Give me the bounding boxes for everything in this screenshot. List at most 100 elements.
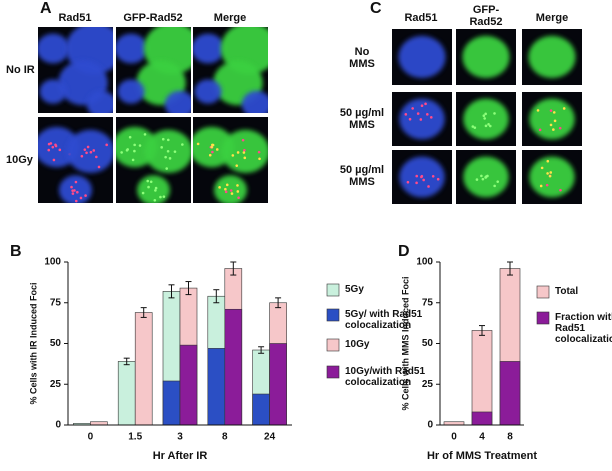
nucleus	[462, 35, 510, 79]
focus	[236, 151, 240, 154]
row-label: No MMS	[349, 46, 375, 70]
micrograph	[456, 29, 516, 85]
row-label: 10Gy	[6, 154, 33, 166]
focus	[168, 157, 172, 160]
focus	[416, 112, 420, 115]
micrograph-content	[399, 98, 445, 140]
focus	[436, 177, 440, 181]
x-tick-label: 0	[88, 432, 94, 443]
focus	[181, 143, 184, 146]
focus	[484, 124, 488, 128]
focus	[549, 171, 553, 174]
micrograph	[38, 27, 113, 113]
focus	[196, 142, 200, 146]
focus	[559, 188, 562, 192]
focus	[52, 158, 56, 162]
error-bar	[258, 346, 265, 354]
x-tick-label: 8	[222, 432, 228, 443]
focus	[153, 198, 157, 202]
focus	[147, 185, 150, 189]
focus	[97, 165, 101, 169]
nucleus	[117, 79, 145, 104]
panel-label: C	[370, 0, 382, 17]
legend-label: 10Gy/with Rad51 colocalization	[345, 366, 426, 388]
micrograph-content	[529, 98, 575, 140]
micrograph	[193, 117, 268, 203]
focus	[404, 113, 408, 116]
micrograph	[392, 150, 452, 204]
focus	[224, 190, 228, 194]
micrograph	[456, 150, 516, 204]
focus	[429, 116, 433, 119]
focus	[126, 148, 129, 151]
focus	[415, 181, 418, 185]
focus	[552, 128, 555, 131]
focus	[133, 143, 136, 147]
row-label: 50 µg/ml MMS	[339, 107, 385, 131]
micrograph-content	[463, 156, 509, 198]
focus	[154, 189, 157, 192]
micrograph-content	[38, 126, 113, 203]
bar	[252, 393, 270, 426]
focus	[420, 104, 424, 107]
nucleus	[463, 98, 509, 140]
focus	[79, 196, 83, 200]
focus	[230, 192, 234, 195]
focus	[225, 183, 229, 187]
focus	[166, 138, 170, 142]
focus	[483, 117, 486, 120]
focus	[73, 189, 76, 192]
focus	[165, 167, 169, 170]
focus	[237, 196, 240, 200]
y-tick-label: 0	[427, 420, 433, 431]
row-label: No IR	[6, 64, 35, 76]
focus	[488, 124, 492, 128]
focus	[431, 174, 435, 178]
focus	[89, 150, 93, 154]
panel-label: A	[40, 0, 52, 17]
bar	[269, 343, 287, 426]
focus	[487, 122, 490, 126]
y-tick-label: 50	[422, 338, 434, 349]
focus	[422, 178, 425, 182]
focus	[482, 114, 486, 117]
column-header: Merge	[535, 12, 569, 24]
focus	[86, 145, 90, 149]
focus	[427, 185, 430, 188]
x-tick-label: 24	[264, 432, 276, 443]
focus	[257, 150, 261, 154]
y-tick-label: 50	[50, 338, 62, 349]
nucleus	[528, 35, 576, 79]
focus	[208, 153, 212, 157]
focus	[218, 186, 221, 189]
micrograph-content	[462, 35, 510, 79]
y-tick-label: 0	[55, 420, 61, 431]
focus	[493, 112, 496, 115]
focus	[54, 143, 57, 147]
x-axis-label: Hr After IR	[153, 450, 208, 462]
focus	[545, 183, 549, 187]
focus	[236, 190, 240, 193]
error-bar	[230, 261, 237, 276]
row-label: 50 µg/ml MMS	[339, 164, 385, 188]
focus	[210, 145, 214, 149]
column-header: Merge	[213, 12, 247, 24]
micrograph	[116, 117, 191, 203]
column-header: GFP- Rad52	[469, 4, 503, 28]
nucleus	[221, 129, 268, 173]
y-tick-label: 75	[422, 297, 434, 308]
error-bar	[140, 307, 147, 318]
focus	[131, 158, 135, 162]
focus	[419, 118, 423, 121]
focus	[241, 138, 245, 142]
focus	[484, 175, 488, 178]
x-tick-label: 1.5	[128, 432, 142, 443]
focus	[420, 175, 423, 179]
legend-swatch	[536, 285, 550, 299]
focus	[83, 148, 87, 151]
focus	[95, 155, 98, 159]
micrograph-content	[193, 27, 268, 113]
error-bar	[507, 261, 513, 276]
bar	[162, 380, 181, 426]
nucleus	[241, 90, 268, 113]
